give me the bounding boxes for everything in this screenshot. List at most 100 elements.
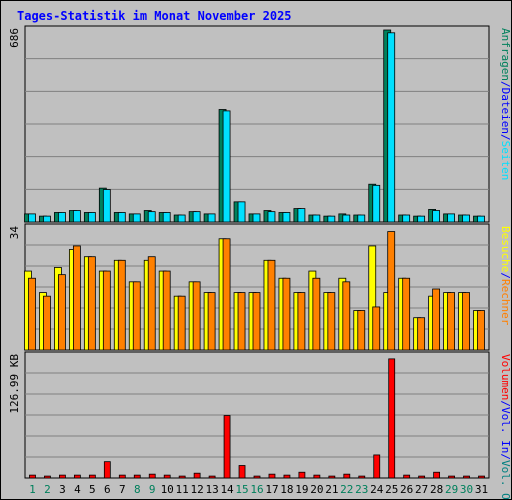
bar-rechner-day-18 — [282, 277, 291, 351]
bar-seiten-day-27 — [417, 215, 426, 223]
x-tick-label-day-20: 20 — [310, 483, 323, 496]
bar-volumen-day-12 — [193, 472, 201, 479]
panel-middle: 34 Besuche/Rechner — [8, 223, 512, 351]
panel-bottom: 126.99 KB Volumen/Vol. In/Vol. Out — [8, 351, 512, 500]
bar-rechner-day-13 — [207, 292, 216, 351]
bar-volumen-day-30 — [463, 475, 470, 479]
bar-rechner-day-19 — [297, 292, 306, 351]
legend-part-3: / — [499, 134, 512, 141]
bar-seiten-day-10 — [162, 212, 171, 223]
x-tick-label-day-13: 13 — [205, 483, 218, 496]
x-tick-label-day-4: 4 — [74, 483, 81, 496]
bar-seiten-day-19 — [297, 208, 306, 223]
bar-rechner-day-15 — [237, 292, 246, 351]
bar-volumen-day-17 — [268, 473, 276, 479]
bar-volumen-day-11 — [178, 475, 186, 479]
x-tick-label-day-19: 19 — [295, 483, 308, 496]
bar-volumen-day-19 — [298, 471, 306, 479]
bar-volumen-day-25 — [388, 358, 396, 479]
bar-rechner-day-30 — [462, 292, 470, 351]
bar-seiten-day-2 — [43, 215, 51, 223]
series-legend-label: Besuche/Rechner — [499, 226, 512, 326]
bar-rechner-day-29 — [447, 292, 455, 351]
bar-seiten-day-7 — [117, 212, 126, 223]
bar-seiten-day-20 — [312, 214, 321, 223]
bar-seiten-day-3 — [58, 212, 66, 223]
x-tick-label-day-31: 31 — [475, 483, 488, 496]
chart-title: Tages-Statistik im Monat November 2025 — [17, 9, 292, 23]
x-tick-label-day-17: 17 — [265, 483, 278, 496]
bar-seiten-day-13 — [207, 213, 216, 223]
bar-seiten-day-5 — [87, 212, 96, 223]
bar-seiten-day-25 — [387, 32, 396, 223]
x-tick-label-day-25: 25 — [385, 483, 398, 496]
bar-rechner-day-5 — [87, 256, 96, 351]
bar-rechner-day-16 — [252, 292, 261, 351]
legend-part-2: Vol. In — [499, 407, 512, 453]
bar-volumen-day-5 — [88, 474, 96, 479]
bar-seiten-day-21 — [327, 215, 336, 223]
legend-part-4: Vol. Out — [499, 460, 512, 500]
x-tick-label-day-5: 5 — [89, 483, 96, 496]
bar-seiten-day-24 — [372, 184, 381, 223]
x-tick-label-day-18: 18 — [280, 483, 293, 496]
bar-rechner-day-14 — [222, 238, 231, 351]
bar-volumen-day-21 — [328, 475, 336, 479]
x-tick-label-day-12: 12 — [191, 483, 204, 496]
bar-seiten-day-23 — [357, 214, 366, 223]
legend-part-4: Seiten — [499, 141, 512, 181]
x-tick-label-day-27: 27 — [415, 483, 428, 496]
x-tick-label-day-15: 15 — [235, 483, 248, 496]
x-tick-label-day-7: 7 — [119, 483, 126, 496]
bar-seiten-day-8 — [132, 213, 141, 223]
x-tick-label-day-3: 3 — [59, 483, 66, 496]
x-tick-label-day-14: 14 — [220, 483, 234, 496]
legend-part-0: Volumen — [499, 354, 512, 400]
bar-seiten-day-14 — [222, 110, 231, 223]
x-tick-label-day-21: 21 — [325, 483, 338, 496]
bar-volumen-day-29 — [448, 475, 455, 479]
bar-volumen-day-4 — [73, 474, 81, 479]
bar-volumen-day-8 — [133, 474, 141, 479]
bar-volumen-day-10 — [163, 474, 171, 479]
bar-seiten-day-11 — [177, 214, 186, 223]
bar-seiten-day-6 — [102, 189, 111, 223]
legend-part-1: / — [499, 272, 512, 279]
bar-rechner-day-23 — [357, 310, 366, 351]
bar-rechner-day-11 — [177, 295, 186, 351]
bar-seiten-day-26 — [402, 214, 411, 223]
bar-volumen-day-27 — [418, 475, 426, 479]
bar-seiten-day-1 — [28, 213, 36, 223]
x-tick-label-day-23: 23 — [355, 483, 368, 496]
bar-seiten-day-4 — [72, 210, 81, 223]
bar-seiten-day-16 — [252, 213, 261, 223]
bar-rechner-day-12 — [192, 281, 201, 351]
bar-rechner-day-27 — [417, 317, 426, 351]
x-tick-label-day-10: 10 — [161, 483, 174, 496]
x-axis-day-labels: 1 2 3 4 5 6 7 8 9 10 11 12 13 14 15 16 17 18 19 20 21 22 23 24 2… — [29, 483, 488, 496]
bar-seiten-day-12 — [192, 211, 201, 223]
bar-seiten-day-9 — [147, 211, 156, 223]
bar-besuche-day-24 — [368, 245, 377, 351]
bar-rechner-day-8 — [132, 281, 141, 351]
bar-seiten-day-31 — [477, 215, 485, 223]
bar-volumen-day-23 — [358, 475, 366, 479]
bar-rechner-day-2 — [43, 295, 51, 351]
legend-part-3: / — [499, 453, 512, 460]
x-tick-label-day-6: 6 — [104, 483, 111, 496]
bar-volumen-day-1 — [29, 474, 36, 479]
bar-volumen-day-9 — [148, 473, 156, 479]
bar-volumen-day-13 — [208, 475, 216, 479]
legend-part-1: / — [499, 81, 512, 88]
x-tick-label-day-22: 22 — [340, 483, 353, 496]
bar-volumen-day-3 — [59, 474, 66, 479]
series-legend-label: Volumen/Vol. In/Vol. Out — [499, 354, 512, 500]
bar-rechner-day-28 — [432, 288, 441, 351]
bar-seiten-day-28 — [432, 210, 441, 223]
bar-volumen-day-16 — [253, 475, 261, 479]
bar-seiten-day-17 — [267, 211, 276, 223]
bar-seiten-day-30 — [462, 214, 470, 223]
bar-rechner-day-10 — [162, 270, 171, 351]
bar-volumen-day-20 — [313, 474, 321, 479]
